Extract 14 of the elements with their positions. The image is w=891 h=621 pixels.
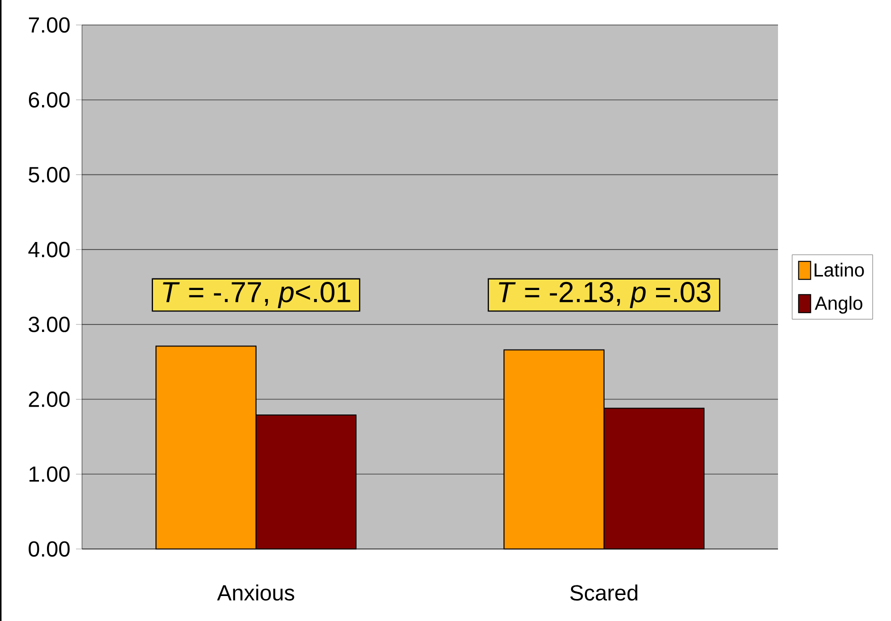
x-tick-label: Scared xyxy=(570,584,638,601)
y-tick-label: 7.00 xyxy=(28,17,70,33)
y-tick-label: 0.00 xyxy=(28,541,70,557)
y-tick-label: 1.00 xyxy=(30,466,70,482)
y-tick-label: 3.00 xyxy=(28,316,70,332)
y-tick-label: 6.00 xyxy=(28,92,70,108)
annotation: T = -.77, p<.01 xyxy=(162,282,350,308)
y-tick-label: 5.00 xyxy=(28,166,70,182)
legend-label: Anglo xyxy=(814,296,862,314)
y-tick-label: 2.00 xyxy=(28,392,70,408)
legend-label: Latino xyxy=(814,262,864,277)
y-tick-label: 4.00 xyxy=(28,242,70,258)
annotation: T = -2.13, p =.03 xyxy=(498,282,710,308)
x-tick-label: Anxious xyxy=(217,584,294,601)
